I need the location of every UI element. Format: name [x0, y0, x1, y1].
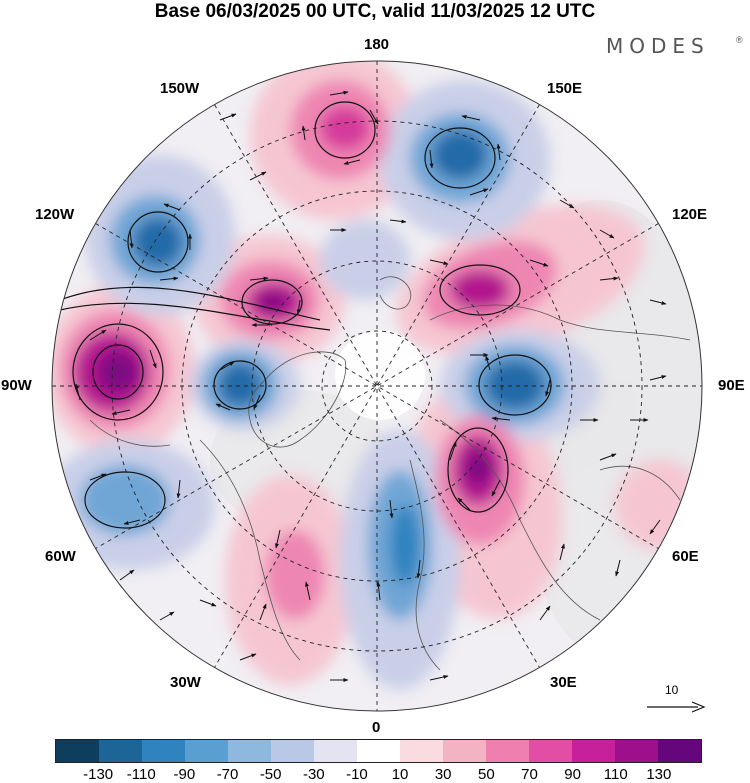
brand-registered-mark: ® [736, 35, 743, 45]
lon-label-60w: 60W [45, 548, 76, 565]
lon-label-30e: 30E [550, 674, 577, 691]
vector-scale-label: 10 [665, 683, 679, 697]
graticule [52, 61, 702, 711]
lon-label-180: 180 [364, 36, 390, 53]
colorbar-swatch [142, 740, 185, 762]
colorbar-tick-label: 110 [603, 766, 628, 783]
lon-label-0: 0 [372, 719, 381, 736]
colorbar-tick-label: 50 [477, 766, 495, 783]
colorbar-swatch [572, 740, 615, 762]
colorbar-swatch [400, 740, 443, 762]
colorbar-swatch [228, 740, 271, 762]
colorbar-tick-label: -110 [126, 766, 156, 783]
colorbar-tick-label: 70 [521, 766, 538, 783]
colorbar-swatch [658, 740, 701, 762]
lon-label-90e: 90E [718, 377, 745, 394]
colorbar-swatch [443, 740, 486, 762]
colorbar-tick-label: -70 [216, 766, 239, 783]
lon-label-90w: 90W [1, 377, 32, 394]
lon-label-120w: 120W [35, 206, 75, 223]
colorbar-tick-label: -90 [173, 766, 196, 783]
vector-scale-arrow [647, 701, 706, 713]
colorbar-tick-label: 10 [391, 766, 409, 783]
coastlines [89, 276, 691, 671]
anomaly-field [52, 61, 702, 711]
colorbar-swatch [486, 740, 529, 762]
colorbar-tick-label: -130 [83, 766, 114, 783]
colorbar-tick-label: -10 [346, 766, 368, 783]
colorbar-tick-label: -30 [302, 766, 325, 783]
polar-map [51, 60, 703, 712]
colorbar-swatch [99, 740, 142, 762]
colorbar-swatch [56, 740, 99, 762]
lon-label-150w: 150W [160, 80, 200, 97]
colorbar-tick-label: 30 [434, 766, 452, 783]
colorbar-swatch [357, 740, 400, 762]
map-title: Base 06/03/2025 00 UTC, valid 11/03/2025… [154, 1, 596, 22]
colorbar [55, 739, 702, 763]
map-boundary [51, 60, 703, 712]
lon-label-30w: 30W [170, 674, 201, 691]
height-contours [59, 101, 552, 529]
maximum-anomaly-cores [98, 293, 490, 484]
colorbar-tick-label: 90 [564, 766, 581, 783]
colorbar-swatch [615, 740, 658, 762]
colorbar-swatch [271, 740, 314, 762]
colorbar-swatch [314, 740, 357, 762]
lon-label-60e: 60E [672, 548, 699, 565]
lon-label-120e: 120E [672, 206, 708, 223]
brand-logo: MODES [606, 34, 710, 58]
colorbar-swatch [529, 740, 572, 762]
colorbar-swatch [185, 740, 228, 762]
colorbar-tick-label: 130 [646, 766, 672, 783]
colorbar-tick-label: -50 [259, 766, 282, 783]
lon-label-150e: 150E [547, 80, 583, 97]
